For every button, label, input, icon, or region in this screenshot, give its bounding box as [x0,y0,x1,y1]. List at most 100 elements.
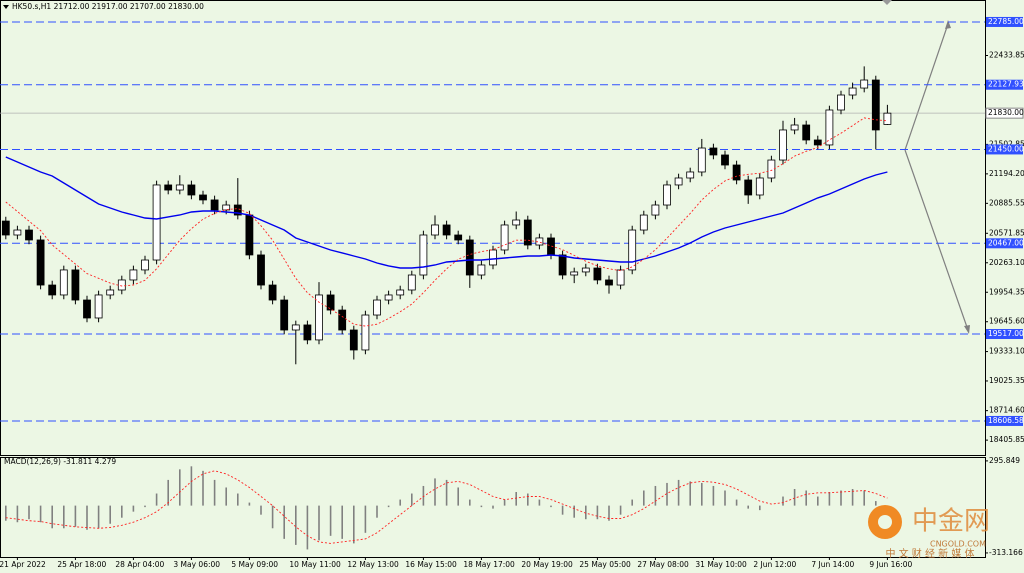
candle-body [802,124,811,141]
watermark-logo: 中金网 [912,507,990,537]
y-tick-label: 19333.10 [989,347,1024,356]
y-tick-label: 19025.35 [989,376,1024,385]
y-tick-label: 20263.10 [989,258,1024,267]
candle-body [616,269,625,286]
candle-body [280,299,289,331]
candle-body [825,109,834,146]
candle-body [210,199,219,211]
candle-body [813,139,822,146]
watermark-tagline: 中 文 财 经 新 媒 体 [885,547,974,560]
candle-body [303,324,312,341]
x-tick-label: 18 May 17:00 [463,560,515,569]
candle-body [117,279,126,291]
candle-body [477,264,486,276]
candle-body [315,294,323,341]
chart-title: HK50.s,H1 21712.00 21917.00 21707.00 218… [12,2,204,11]
candle-body [697,147,706,173]
last-price-label: 21830.00 [988,108,1024,117]
candle-body [651,204,660,216]
candle-body [361,314,370,351]
projection-arrow [904,149,969,331]
candle-body [59,269,68,296]
candle-body [175,184,184,191]
candle-body [883,112,892,125]
level-label: 22127.93 [988,80,1024,89]
candle-body [779,129,787,161]
candle-body [570,271,579,276]
shift-marker [882,0,892,5]
candle-body [129,269,138,281]
candle-body [25,229,33,241]
candle-body [721,154,729,166]
macd-panel-frame [0,457,986,558]
candle-body [744,179,753,196]
candle-body [13,229,22,236]
y-tick-label: 21194.20 [989,169,1024,178]
projection-arrow [904,23,949,151]
candle-body [442,224,451,236]
level-label: 22785.00 [988,17,1024,26]
candle-body [373,299,381,316]
candle-body [431,224,439,236]
y-tick-label: 18714.60 [989,406,1024,415]
candle-body [639,214,648,231]
y-tick-label: 22433.85 [989,50,1024,59]
candle-body [593,267,602,281]
y-tick-label: 19645.60 [989,317,1024,326]
macd-y-tick-label: 295.849 [989,456,1020,465]
candle-body [581,267,590,273]
x-tick-label: 28 Apr 04:00 [115,560,164,569]
y-tick-label: 20571.85 [989,228,1024,237]
last-price-box [985,107,1024,119]
candle-body [732,164,741,181]
candle-body [686,171,695,179]
candle-body [767,159,776,179]
candle-body [48,284,57,296]
candle-body [558,254,567,276]
candle-body [1,220,10,236]
candle-body [71,269,80,301]
watermark: 中金网 CNGOLD.COM 中 文 财 经 新 媒 体 [868,505,990,560]
candle-body [268,284,277,301]
candle-body [489,249,497,266]
candle-body [628,229,637,271]
candle-body [245,214,254,256]
x-tick-label: 5 May 09:00 [231,560,278,569]
candle-body [755,177,764,196]
candle-body [106,289,115,296]
candle-body [407,274,416,291]
level-label-box [986,79,1023,90]
x-tick-label: 25 Apr 18:00 [57,560,106,569]
candle-body [709,147,718,156]
x-tick-label: 25 May 05:00 [579,560,631,569]
moving-average [5,117,888,327]
level-label-box [986,415,1023,426]
menu-arrow [3,5,9,9]
y-tick-label: 18405.85 [989,435,1024,444]
candle-body [291,324,300,331]
candle-body [535,237,544,246]
moving-average [5,156,888,269]
candle-body [500,224,509,251]
candle-body [512,219,521,226]
x-tick-label: 31 May 10:00 [695,560,747,569]
arrow-head [945,20,951,29]
candle-body [848,87,857,96]
candle-body [257,254,265,286]
candle-body [152,184,161,261]
candle-body [790,124,799,131]
candle-body [674,177,683,186]
candle-body [454,234,463,241]
level-label: 20467.00 [988,238,1024,247]
x-tick-label: 12 May 13:00 [347,560,399,569]
candle-body [222,204,231,211]
candle-body [871,79,880,131]
macd-title: MACD(12,26,9) -31.811 4.279 [4,457,116,466]
candle-body [396,289,405,296]
candle-body [419,234,428,276]
level-label-box [986,238,1023,249]
candle-body [384,294,393,301]
candle-body [141,259,149,271]
